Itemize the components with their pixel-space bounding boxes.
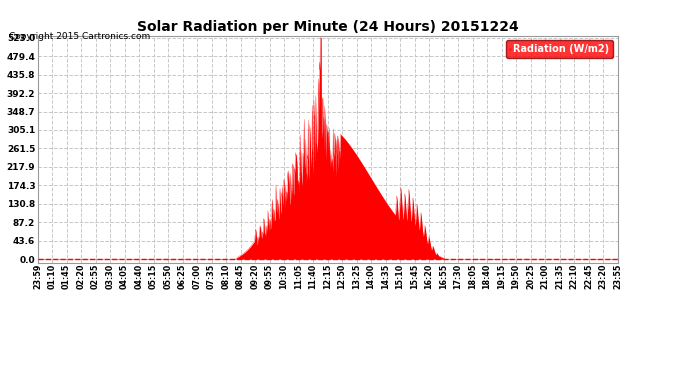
Legend: Radiation (W/m2): Radiation (W/m2): [506, 40, 613, 58]
Text: Copyright 2015 Cartronics.com: Copyright 2015 Cartronics.com: [9, 32, 150, 41]
Title: Solar Radiation per Minute (24 Hours) 20151224: Solar Radiation per Minute (24 Hours) 20…: [137, 21, 519, 34]
